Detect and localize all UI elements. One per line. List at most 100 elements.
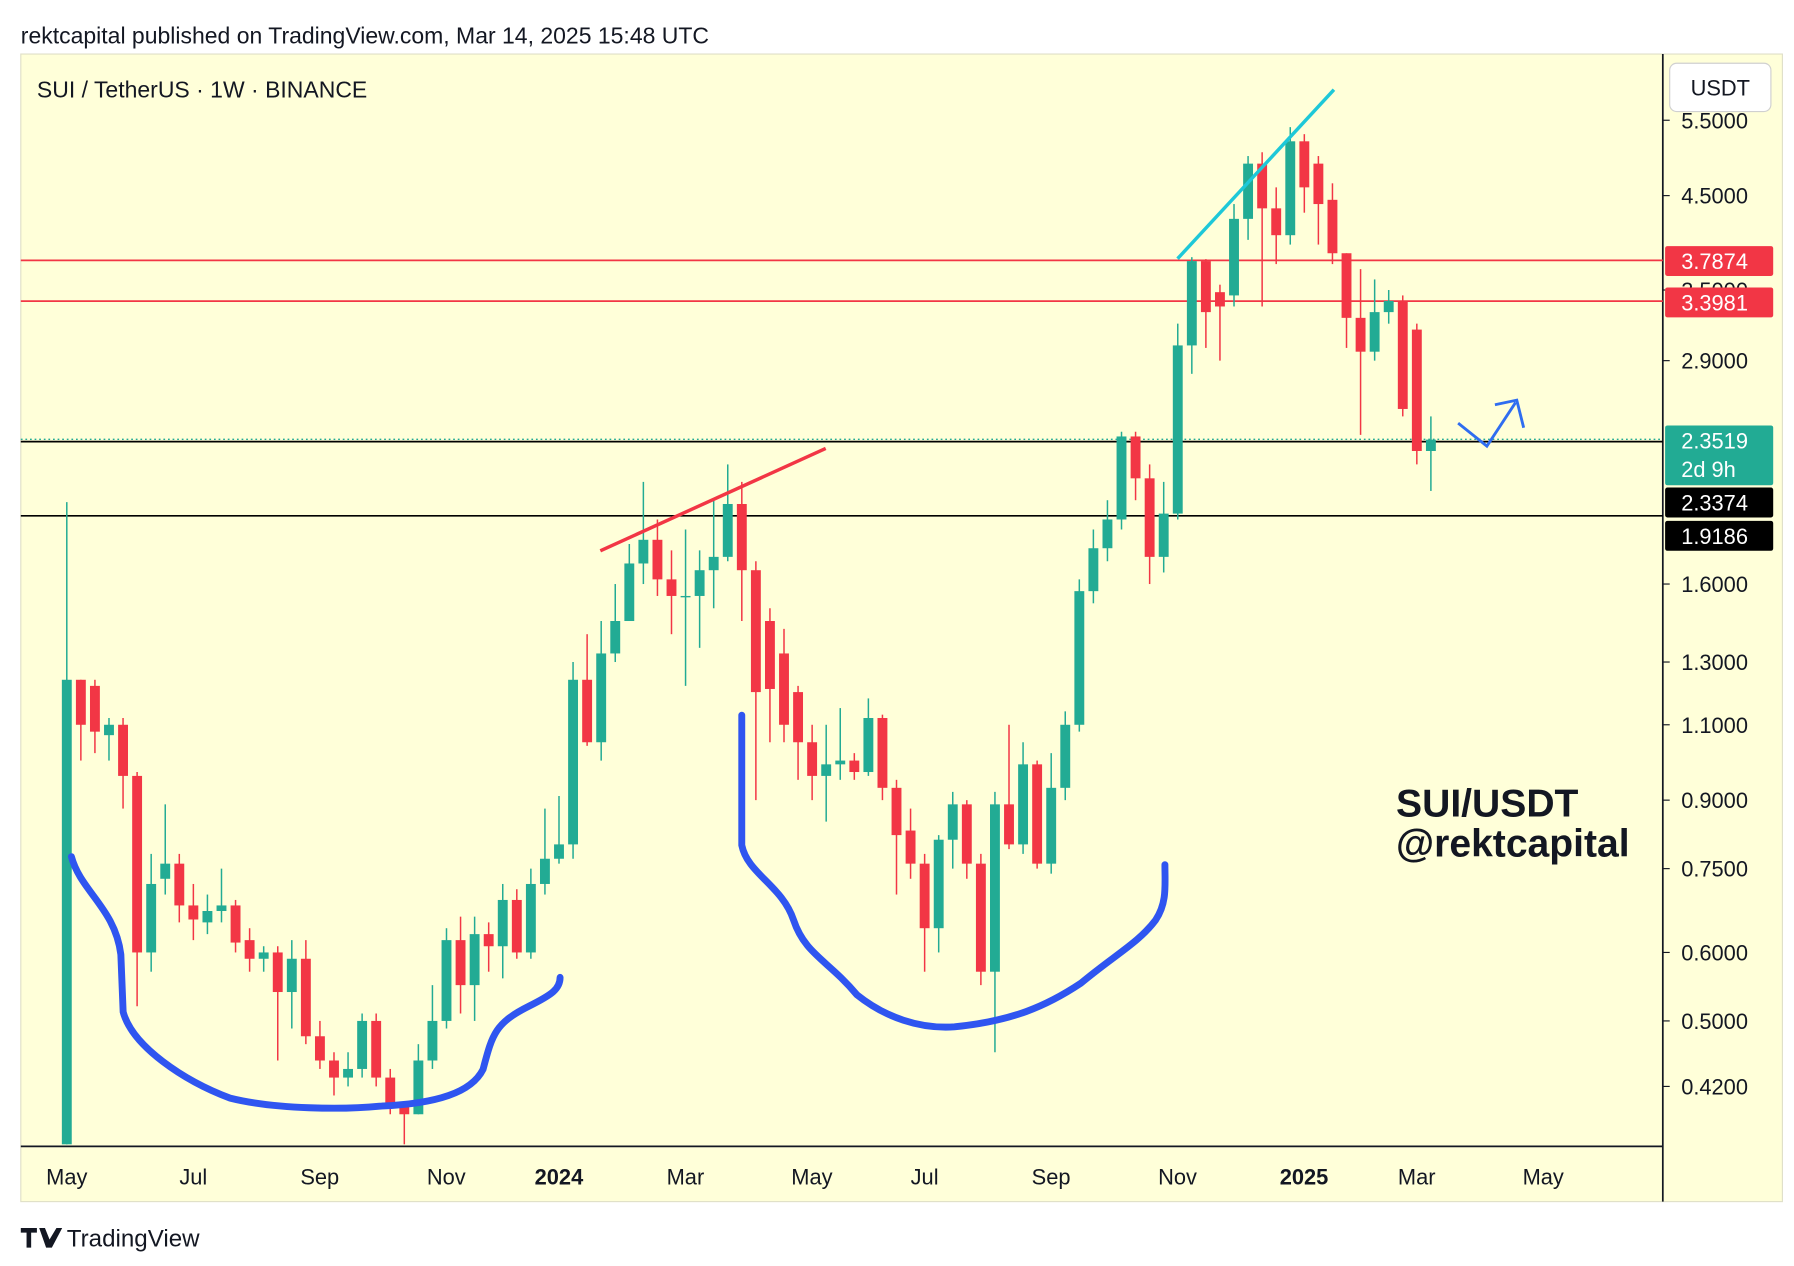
candle-body [441, 940, 452, 1021]
candle-body [1046, 787, 1057, 864]
candle-body [539, 858, 550, 884]
candle-body [1172, 345, 1183, 514]
candle-body [469, 934, 480, 986]
currency-box [1669, 62, 1772, 113]
x-tick-label: May [46, 1164, 87, 1189]
candle-body [1074, 591, 1085, 725]
y-tick-label: 5.5000 [1681, 108, 1748, 133]
candle-body [272, 952, 283, 993]
candle-body [750, 570, 761, 693]
price-label: 3.3981 [1681, 290, 1748, 315]
candle-body [1144, 478, 1155, 557]
candle-body [736, 503, 747, 571]
candle-body [1383, 300, 1394, 313]
candle-body [694, 570, 705, 596]
candle-body [385, 1077, 396, 1105]
x-tick-label: May [1523, 1164, 1564, 1189]
candle-body [961, 804, 972, 864]
candle-body [1425, 439, 1436, 452]
candle-body [413, 1060, 424, 1115]
candle-body [1186, 261, 1197, 346]
currency: USDT [1691, 75, 1750, 100]
candle-body [357, 1020, 368, 1069]
x-tick-label: Mar [1398, 1164, 1436, 1189]
candle-body [483, 934, 494, 947]
candle-body [343, 1068, 353, 1078]
countdown: 2d 9h [1681, 457, 1736, 482]
candle-body [877, 718, 888, 788]
candle-body [933, 839, 944, 929]
price-label-box [1665, 487, 1774, 518]
watermark: SUI/USDT [1396, 782, 1579, 825]
candle-body [75, 679, 86, 725]
logo [20, 1228, 63, 1248]
candle-body [610, 621, 621, 654]
candle-body [863, 718, 874, 773]
candle-body [1088, 548, 1099, 592]
x-tick-label: Sep [1032, 1164, 1071, 1189]
candle-body [1102, 519, 1113, 549]
y-tick-label: 4.5000 [1681, 184, 1748, 209]
candle-body [329, 1060, 339, 1078]
price-labels: 3.7874 3.3981 2.3519 2d 9h 2.3374 1.9186 [1665, 246, 1774, 551]
candle-body [891, 787, 902, 836]
candle-body [708, 556, 719, 571]
candle-body [947, 804, 958, 840]
y-tick-label: 1.1000 [1681, 713, 1748, 738]
candle-body [1327, 199, 1338, 254]
y-tick-label: 0.4200 [1681, 1074, 1748, 1099]
candle-body [511, 899, 522, 953]
trend-line [1176, 88, 1336, 260]
candle-body [216, 905, 227, 911]
candle-body [427, 1020, 438, 1061]
candle-body [1313, 163, 1324, 205]
candle-body [1018, 764, 1029, 845]
candle-body [835, 760, 846, 765]
price-label: 2.3374 [1681, 491, 1748, 516]
candle-body [1229, 218, 1239, 296]
candle-body [1032, 764, 1043, 864]
candle-body [89, 685, 100, 732]
candle-body [1397, 300, 1408, 409]
candle-body [1299, 141, 1310, 188]
candle-body [1200, 261, 1211, 313]
candle-body [230, 905, 241, 943]
candle-body [1130, 436, 1141, 479]
candle-body [174, 863, 185, 906]
candle-body [455, 940, 466, 986]
x-tick-label: Nov [1158, 1164, 1197, 1189]
candle-body [1243, 163, 1254, 219]
candle-body [132, 775, 143, 953]
candle-body [807, 742, 818, 776]
price-label-box [1665, 520, 1774, 551]
candle-body [722, 503, 733, 557]
candle-body [1271, 208, 1282, 236]
x-tick-label: Jul [179, 1164, 207, 1189]
y-tick-label: 0.5000 [1681, 1009, 1748, 1034]
y-tick-label: 0.9000 [1681, 788, 1748, 813]
candle-body [61, 679, 72, 1145]
candle-body [1257, 163, 1268, 209]
candle-body [160, 863, 171, 879]
candle-body [1355, 317, 1366, 352]
candle-body [525, 883, 536, 953]
candle-body [568, 679, 579, 845]
x-tick-label: Sep [300, 1164, 339, 1189]
candle-body [582, 679, 593, 743]
candle-body [638, 539, 649, 564]
candle-body [1285, 141, 1296, 236]
cup-drawing [67, 853, 564, 1112]
x-tick-label: Mar [667, 1164, 705, 1189]
candle-body [188, 905, 199, 920]
candle-body [1158, 513, 1169, 557]
y-tick-label: 2.9000 [1681, 349, 1748, 374]
candle-body [314, 1036, 325, 1061]
price-label-box [1665, 425, 1774, 486]
price-label-box [1665, 287, 1774, 318]
y-tick-label: 1.6000 [1681, 572, 1748, 597]
candle-body [146, 883, 157, 953]
candle-body [624, 563, 635, 622]
candle-body [919, 863, 930, 929]
candle-body [990, 804, 1000, 972]
